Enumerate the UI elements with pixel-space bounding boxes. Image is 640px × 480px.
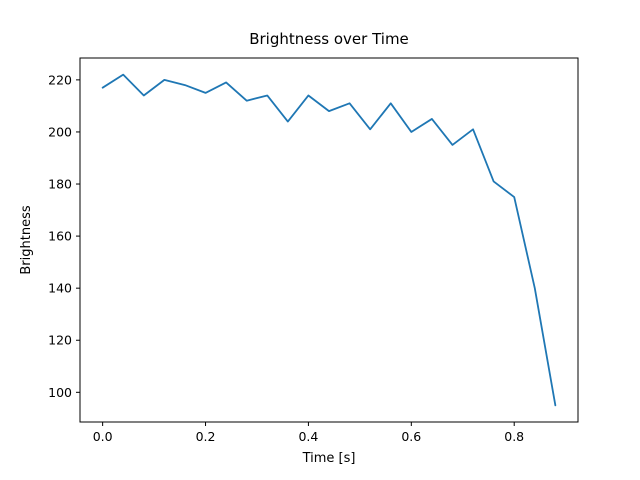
x-axis-label: Time [s] <box>302 451 356 466</box>
data-series <box>101 73 557 407</box>
x-tick-label: 0.6 <box>401 429 421 444</box>
x-tick-label: 0.0 <box>93 429 113 444</box>
chart-title: Brightness over Time <box>249 30 409 48</box>
y-axis-label: Brightness <box>19 205 34 274</box>
x-tick-label: 0.4 <box>298 429 318 444</box>
y-tick-label: 100 <box>48 385 72 400</box>
brightness-line <box>101 73 557 407</box>
y-tick-label: 120 <box>48 333 72 348</box>
x-tick-label: 0.8 <box>504 429 524 444</box>
plot-area <box>80 58 578 422</box>
y-tick-label: 180 <box>48 177 72 192</box>
y-tick-label: 140 <box>48 281 72 296</box>
y-tick-label: 200 <box>48 124 72 139</box>
axis-ticks: 0.0 0.2 0.4 0.6 0.8 100 120 140 160 180 200 220 <box>48 72 524 444</box>
y-tick-label: 160 <box>48 229 72 244</box>
axes-spines <box>79 57 579 423</box>
x-tick-label: 0.2 <box>196 429 216 444</box>
y-tick-label: 220 <box>48 72 72 87</box>
